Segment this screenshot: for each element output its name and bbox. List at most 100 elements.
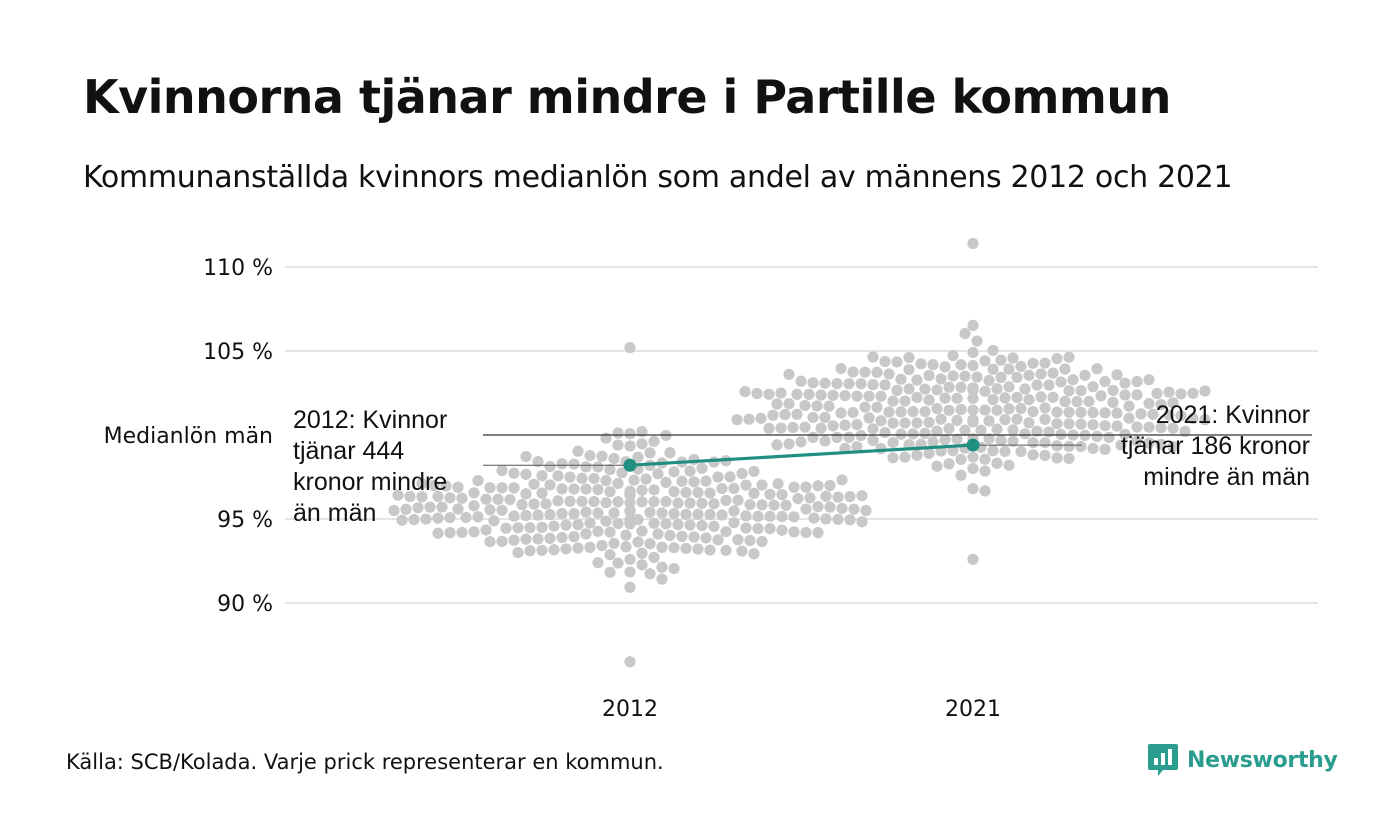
municipality-dot-2021 [1011,413,1023,425]
municipality-dot-2012 [452,503,464,515]
municipality-dot-2012 [748,548,760,560]
municipality-dot-2012 [496,464,508,477]
municipality-dot-2012 [804,492,816,504]
municipality-dot-2012 [776,510,788,523]
municipality-dot-2012 [656,507,668,519]
municipality-dot-2012 [436,501,448,513]
municipality-dot-2021 [843,378,855,390]
municipality-dot-2021 [839,389,851,402]
municipality-dot-2021 [775,387,787,399]
municipality-dot-2012 [512,522,524,534]
municipality-dot-2012 [576,472,588,484]
municipality-dot-2021 [1007,352,1019,364]
municipality-dot-2012 [612,477,624,490]
municipality-dot-2021 [1091,430,1103,442]
municipality-dot-2012 [624,342,636,354]
municipality-dot-2012 [648,435,660,448]
municipality-dot-2021 [919,427,931,439]
municipality-dot-2012 [556,483,568,495]
municipality-dot-2012 [520,450,532,463]
municipality-dot-2021 [743,413,755,425]
municipality-dot-2021 [803,388,815,400]
municipality-dot-2021 [1051,406,1063,418]
municipality-dot-2021 [943,381,955,393]
municipality-dot-2021 [1003,381,1015,393]
municipality-dot-2021 [827,420,839,432]
municipality-dot-2021 [795,375,807,387]
municipality-dot-2021 [931,460,943,472]
municipality-dot-2012 [652,528,664,540]
municipality-dot-2021 [979,385,991,397]
municipality-dot-2012 [716,482,728,495]
municipality-dot-2012 [468,487,480,499]
municipality-dot-2021 [787,421,799,434]
municipality-dot-2012 [548,544,560,556]
municipality-dot-2021 [995,371,1007,384]
municipality-dot-2012 [468,526,480,538]
municipality-dot-2012 [560,543,572,555]
municipality-dot-2012 [728,505,740,517]
municipality-dot-2021 [955,403,967,416]
municipality-dot-2021 [983,433,995,445]
municipality-dot-2021 [895,428,907,440]
municipality-dot-2021 [1131,435,1143,447]
municipality-dot-2012 [520,468,532,480]
municipality-dot-2012 [664,529,676,542]
municipality-dot-2021 [883,406,895,418]
municipality-dot-2021 [983,415,995,427]
municipality-dot-2021 [879,426,891,439]
municipality-dot-2021 [867,351,879,363]
municipality-dot-2012 [644,506,656,518]
municipality-dot-2012 [456,492,468,504]
municipality-dot-2021 [795,436,807,448]
municipality-dot-2021 [1003,403,1015,415]
municipality-dot-2021 [899,395,911,407]
newsworthy-logo: Newsworthy [1147,742,1338,778]
municipality-dot-2012 [696,462,708,474]
municipality-dot-2012 [728,517,740,529]
municipality-dot-2021 [923,394,935,406]
municipality-dot-2021 [1155,438,1167,451]
municipality-dot-2012 [536,521,548,533]
municipality-dot-2021 [919,383,931,395]
municipality-dot-2012 [588,472,600,485]
municipality-dot-2021 [999,414,1011,426]
municipality-dot-2021 [731,414,743,426]
municipality-dot-2012 [564,495,576,507]
municipality-dot-2012 [680,486,692,499]
municipality-dot-2012 [580,528,592,540]
municipality-dot-2021 [979,355,991,367]
municipality-dot-2021 [755,412,767,424]
municipality-dot-2021 [991,457,1003,469]
municipality-dot-2012 [644,538,656,550]
municipality-dot-2012 [756,535,768,548]
municipality-dot-2012 [580,483,592,495]
municipality-dot-2021 [979,485,991,497]
municipality-dot-2012 [800,481,812,493]
municipality-dot-2021 [943,404,955,416]
annotations: 2012: Kvinnor tjänar 444 kronor mindre än m… [293,401,1310,527]
municipality-dot-2012 [780,499,792,511]
municipality-dot-2012 [624,581,636,593]
municipality-dot-2021 [1143,421,1155,433]
municipality-dot-2012 [532,509,544,521]
municipality-dot-2021 [1063,418,1075,430]
municipality-dot-2021 [1163,409,1175,421]
municipality-dot-2021 [863,412,875,424]
municipality-dot-2021 [891,384,903,396]
municipality-dot-2012 [692,486,704,499]
municipality-dot-2021 [1027,405,1039,418]
municipality-dot-2021 [951,392,963,404]
municipality-dot-2021 [823,400,835,412]
municipality-dot-2021 [831,377,843,390]
municipality-dot-2021 [771,398,783,410]
municipality-dot-2012 [480,524,492,536]
municipality-dot-2021 [931,384,943,396]
municipality-dot-2021 [1119,389,1131,401]
municipality-dot-2021 [819,435,831,447]
municipality-dot-2012 [636,484,648,496]
municipality-dot-2012 [612,439,624,451]
municipality-dot-2012 [552,470,564,482]
municipality-dot-2021 [1087,406,1099,419]
municipality-dot-2021 [1123,400,1135,412]
